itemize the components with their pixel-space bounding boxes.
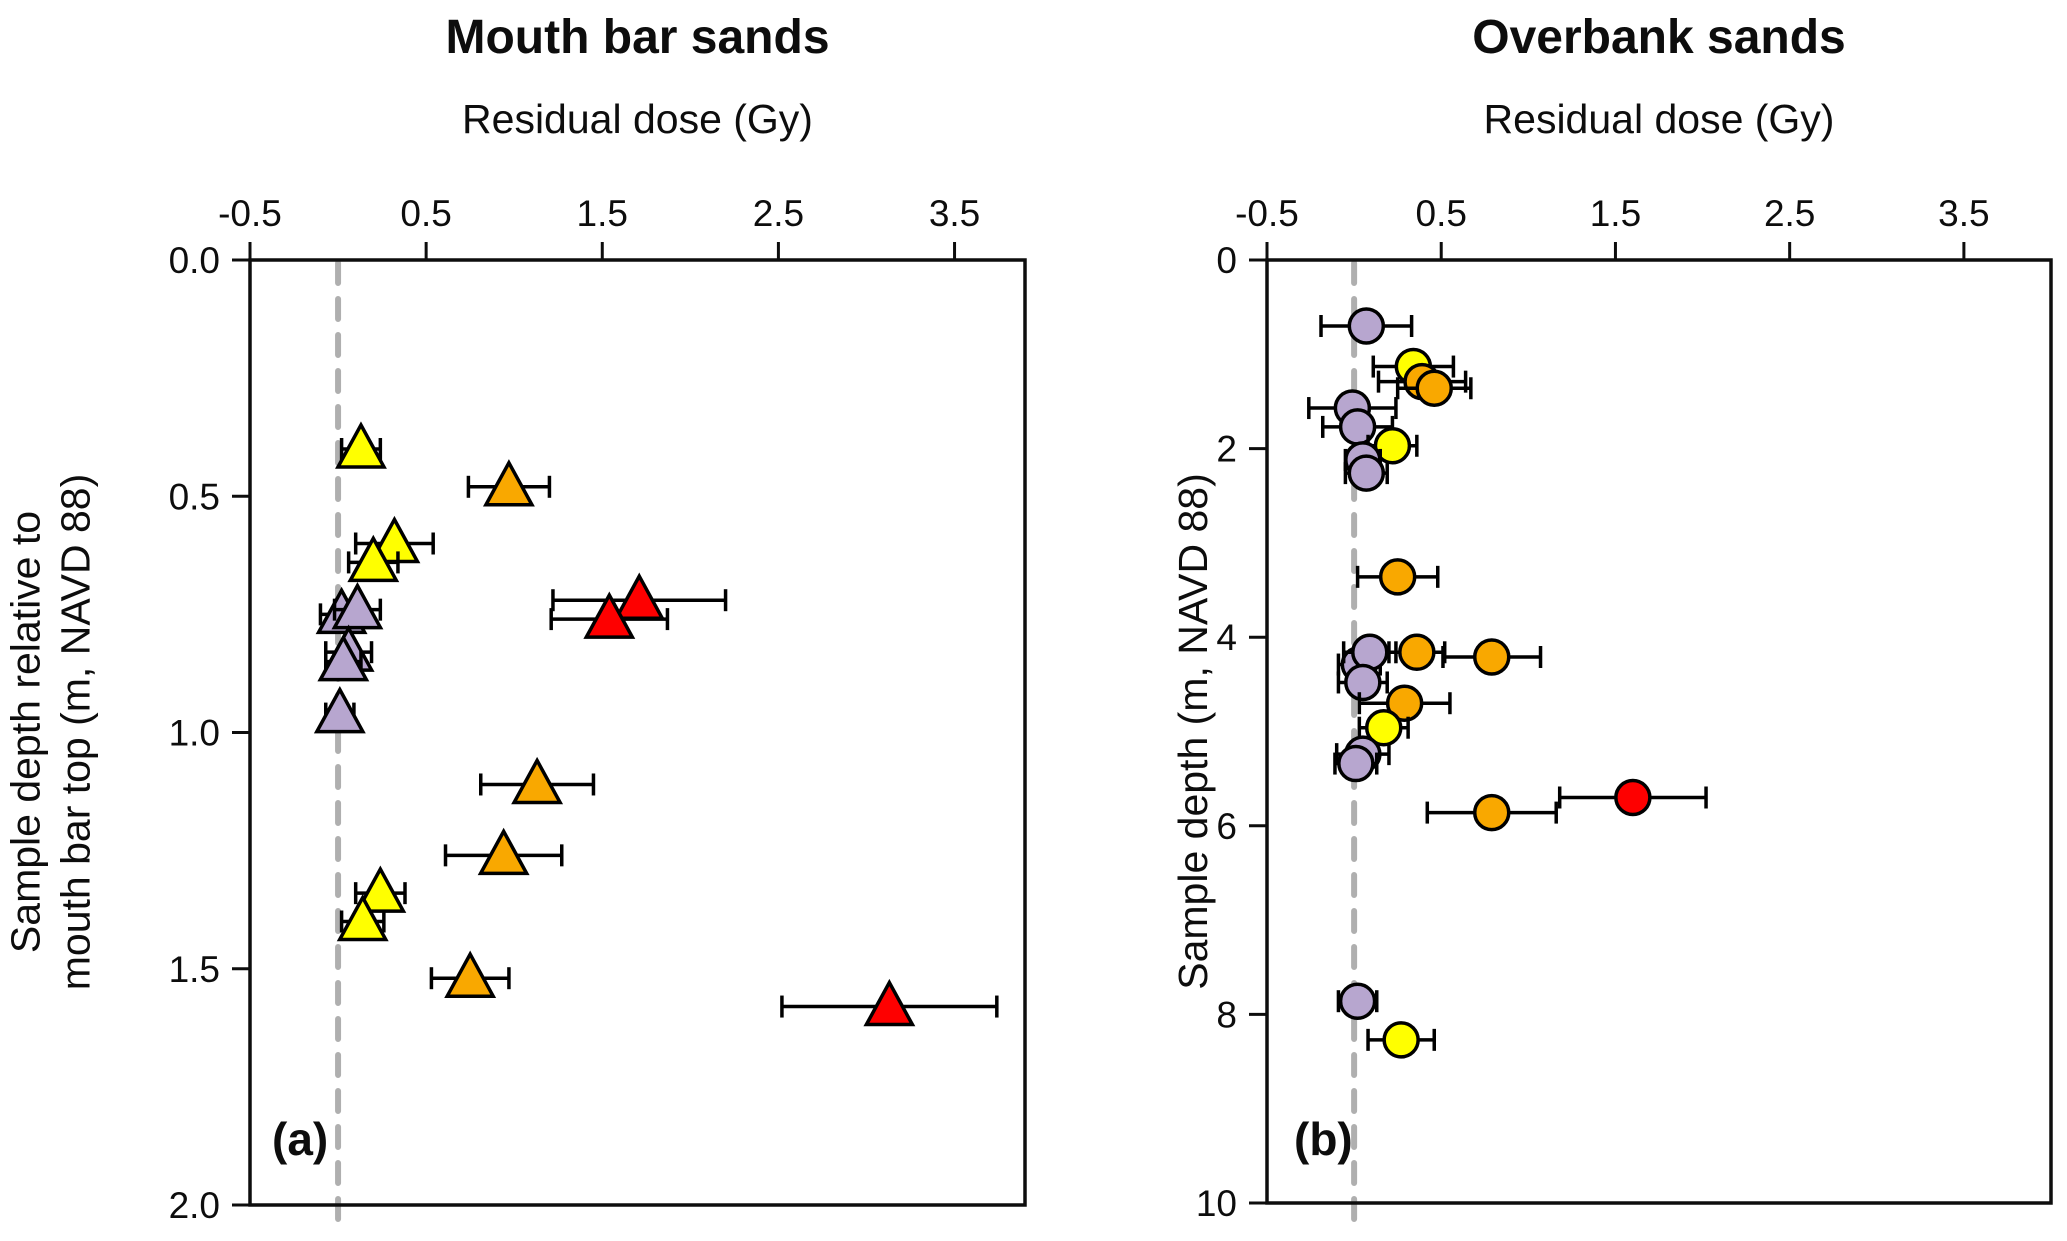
y-tick-label-b: 8: [1216, 994, 1237, 1035]
y-tick-label-a: 2.0: [169, 1185, 220, 1226]
data-point-b-orange: [1355, 558, 1440, 596]
x-tick-label-a: 3.5: [929, 193, 980, 234]
triangle-marker: [331, 582, 384, 630]
x-tick-label-b: -0.5: [1235, 193, 1299, 234]
triangle-marker: [317, 633, 370, 682]
data-point-a-red: [780, 978, 999, 1027]
data-point-a-yellow: [335, 421, 387, 469]
triangle-marker: [336, 893, 389, 942]
chart-b: -0.5 0.5 1.5 2.5 3.5 0 2 4 6 8 10: [1196, 193, 2053, 1228]
triangle-marker: [354, 865, 407, 913]
circle-marker: [1347, 307, 1386, 345]
data-point-a-orange: [429, 950, 511, 998]
data-point-a-orange: [478, 756, 596, 805]
circle-marker: [1344, 663, 1382, 702]
circle-marker: [1351, 633, 1389, 672]
chart-a-y-axis-label-line1: Sample depth relative to: [2, 510, 49, 954]
circle-marker: [1382, 1021, 1420, 1059]
y-tick-label-a: 0.0: [169, 240, 220, 281]
data-point-b-red: [1557, 778, 1708, 817]
x-tick-label-a: 1.5: [577, 193, 628, 234]
y-tick-label-a: 0.5: [169, 476, 220, 517]
y-tick-label-b: 10: [1196, 1183, 1237, 1224]
data-point-a-orange: [466, 459, 552, 507]
chart-a: -0.5 0.5 1.5 2.5 3.5 0.0 0.5 1.0 1.5 2.0: [169, 193, 1027, 1230]
data-point-a-purple: [313, 685, 366, 734]
x-tick-label-a: 2.5: [753, 193, 804, 234]
circle-marker: [1472, 638, 1511, 676]
chart-b-title: Overbank sands: [1472, 11, 1846, 64]
triangle-marker: [444, 950, 497, 998]
circle-marker: [1472, 793, 1511, 832]
chart-b-panel-label: (b): [1294, 1113, 1353, 1165]
y-tick-label-a: 1.0: [169, 713, 220, 754]
y-tick-label-b: 4: [1216, 617, 1237, 658]
y-tick-label-b: 2: [1216, 429, 1237, 470]
circle-marker: [1385, 684, 1424, 722]
data-point-b-orange: [1395, 369, 1473, 407]
data-point-b-yellow: [1366, 1021, 1437, 1059]
data-point-a-orange: [443, 827, 564, 876]
x-tick-label-b: 2.5: [1764, 193, 1815, 234]
data-point-a-purple: [331, 582, 384, 630]
x-tick-label-a: -0.5: [218, 193, 282, 234]
data-point-b-purple: [1343, 454, 1389, 492]
triangle-marker: [482, 459, 535, 507]
x-tick-label-b: 3.5: [1938, 193, 1989, 234]
circle-marker: [1398, 633, 1436, 672]
chart-a-panel-label: (a): [272, 1113, 329, 1165]
data-point-b-orange: [1357, 684, 1452, 722]
circle-marker: [1337, 744, 1375, 783]
triangle-marker: [477, 827, 530, 876]
data-point-a-yellow: [336, 893, 389, 942]
data-point-b-purple: [1333, 744, 1379, 783]
data-point-a-red: [551, 572, 728, 620]
data-point-b-orange: [1387, 633, 1447, 672]
triangle-marker: [347, 534, 400, 583]
plot-frame-b: [1265, 258, 2053, 1205]
triangle-marker: [613, 572, 666, 620]
triangle-marker: [583, 591, 636, 639]
plot-frame-a: [248, 258, 1027, 1207]
circle-marker: [1347, 454, 1386, 492]
circle-marker: [1378, 558, 1417, 596]
data-point-b-purple: [1319, 307, 1414, 345]
chart-a-title: Mouth bar sands: [445, 11, 830, 64]
triangle-marker: [511, 756, 564, 805]
chart-a-y-axis-label-line2: mouth bar top (m, NAVD 88): [52, 473, 99, 991]
chart-a-x-axis-label: Residual dose (Gy): [462, 96, 813, 142]
circle-marker: [1614, 778, 1652, 817]
chart-b-y-axis-label-line1: Sample depth (m, NAVD 88): [1170, 473, 1216, 990]
circle-marker: [1338, 982, 1377, 1020]
data-point-b-yellow: [1357, 708, 1410, 747]
x-tick-label-b: 1.5: [1590, 193, 1641, 234]
chart-b-y-axis-label: Sample depth (m, NAVD 88): [1168, 259, 1223, 1204]
circle-marker: [1364, 708, 1403, 747]
data-point-a-yellow: [346, 534, 400, 583]
data-point-a-red: [549, 591, 670, 639]
x-tick-label-a: 0.5: [400, 193, 451, 234]
circle-marker: [1415, 369, 1454, 407]
triangle-marker: [313, 685, 366, 734]
data-point-b-purple: [1336, 982, 1379, 1020]
chart-b-x-axis-label: Residual dose (Gy): [1483, 96, 1835, 142]
triangle-marker: [863, 978, 916, 1027]
x-tick-label-b: 0.5: [1416, 193, 1467, 234]
data-point-a-purple: [317, 633, 370, 682]
y-tick-label-b: 0: [1216, 240, 1237, 281]
y-tick-label-a: 1.5: [169, 949, 220, 990]
data-point-b-orange: [1425, 793, 1558, 832]
triangle-marker: [335, 421, 387, 469]
y-tick-label-b: 6: [1216, 806, 1237, 847]
data-point-b-purple: [1336, 663, 1389, 702]
data-point-b-orange: [1441, 638, 1543, 676]
data-point-a-yellow: [353, 865, 407, 913]
data-point-b-yellow: [1366, 427, 1419, 465]
chart-a-y-axis-label: Sample depth relative to mouth bar top (…: [1, 260, 111, 1205]
circle-marker: [1373, 427, 1412, 465]
